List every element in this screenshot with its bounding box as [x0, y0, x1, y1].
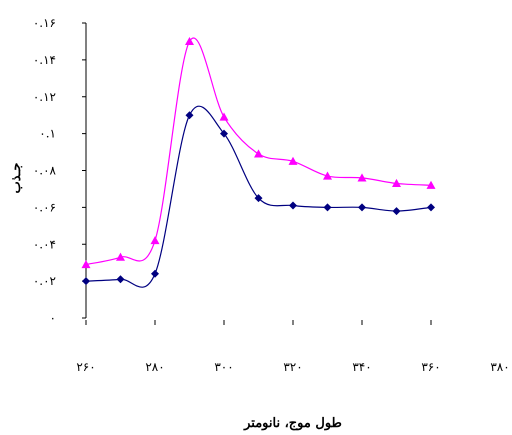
- y-tick-label: ۰.۱۲: [33, 90, 56, 104]
- y-tick-label: ۰.۱۶: [33, 16, 56, 30]
- data-point-triangle: [288, 156, 298, 165]
- y-tick-label: ۰: [50, 311, 56, 325]
- data-point-triangle: [254, 149, 263, 158]
- data-point-triangle: [219, 112, 229, 121]
- y-tick-label: ۰.۰۸: [33, 164, 57, 178]
- data-point-triangle: [81, 260, 91, 269]
- data-point-diamond: [116, 275, 125, 284]
- data-point-triangle: [392, 178, 401, 188]
- y-tick-label: ۰.۱۴: [33, 53, 56, 67]
- data-point-diamond: [185, 111, 194, 120]
- data-point-diamond: [82, 277, 90, 286]
- data-point-diamond: [323, 203, 332, 212]
- series-layer: [81, 36, 436, 288]
- data-point-triangle: [323, 171, 332, 180]
- data-point-diamond: [358, 203, 366, 212]
- data-point-triangle: [116, 252, 125, 261]
- data-point-diamond: [392, 207, 401, 216]
- y-tick-label: ۰.۰۲: [33, 274, 56, 288]
- x-tick-label: ۳۶۰: [421, 360, 440, 374]
- data-point-triangle: [426, 180, 436, 189]
- series-line-2: [85, 105, 432, 288]
- data-point-diamond: [254, 194, 263, 203]
- x-tick-label: ۲۶۰: [76, 360, 95, 374]
- data-point-triangle: [150, 236, 160, 245]
- data-point-diamond: [427, 203, 435, 212]
- x-tick-label: ۳۲۰: [283, 360, 302, 374]
- y-tick-label: ۰.۰۶: [33, 200, 56, 214]
- data-point-triangle: [357, 173, 367, 182]
- x-tick-label: ۲۸۰: [145, 360, 164, 374]
- axes: ۰ ۰.۰۲ ۰.۰۴ ۰.۰۶ ۰.۰۸ ۰.۱ ۰.۱۲ ۰.۱۴ ۰.۱۶ ۲۶۰ ۲۸۰ ۳۰…: [33, 16, 510, 374]
- x-tick-label: ۳۴۰: [352, 360, 371, 374]
- y-axis-title: جـذب: [9, 163, 24, 194]
- data-point-diamond: [289, 201, 297, 210]
- x-tick-label: ۳۸۰: [490, 360, 509, 374]
- data-point-diamond: [151, 269, 159, 278]
- x-axis-title: طول موج، نانومتر: [243, 416, 342, 431]
- y-tick-label: ۰.۱: [39, 127, 56, 141]
- data-point-triangle: [185, 36, 194, 46]
- data-point-diamond: [220, 129, 228, 138]
- x-tick-label: ۳۰۰: [214, 360, 233, 374]
- y-tick-label: ۰.۰۴: [33, 237, 56, 251]
